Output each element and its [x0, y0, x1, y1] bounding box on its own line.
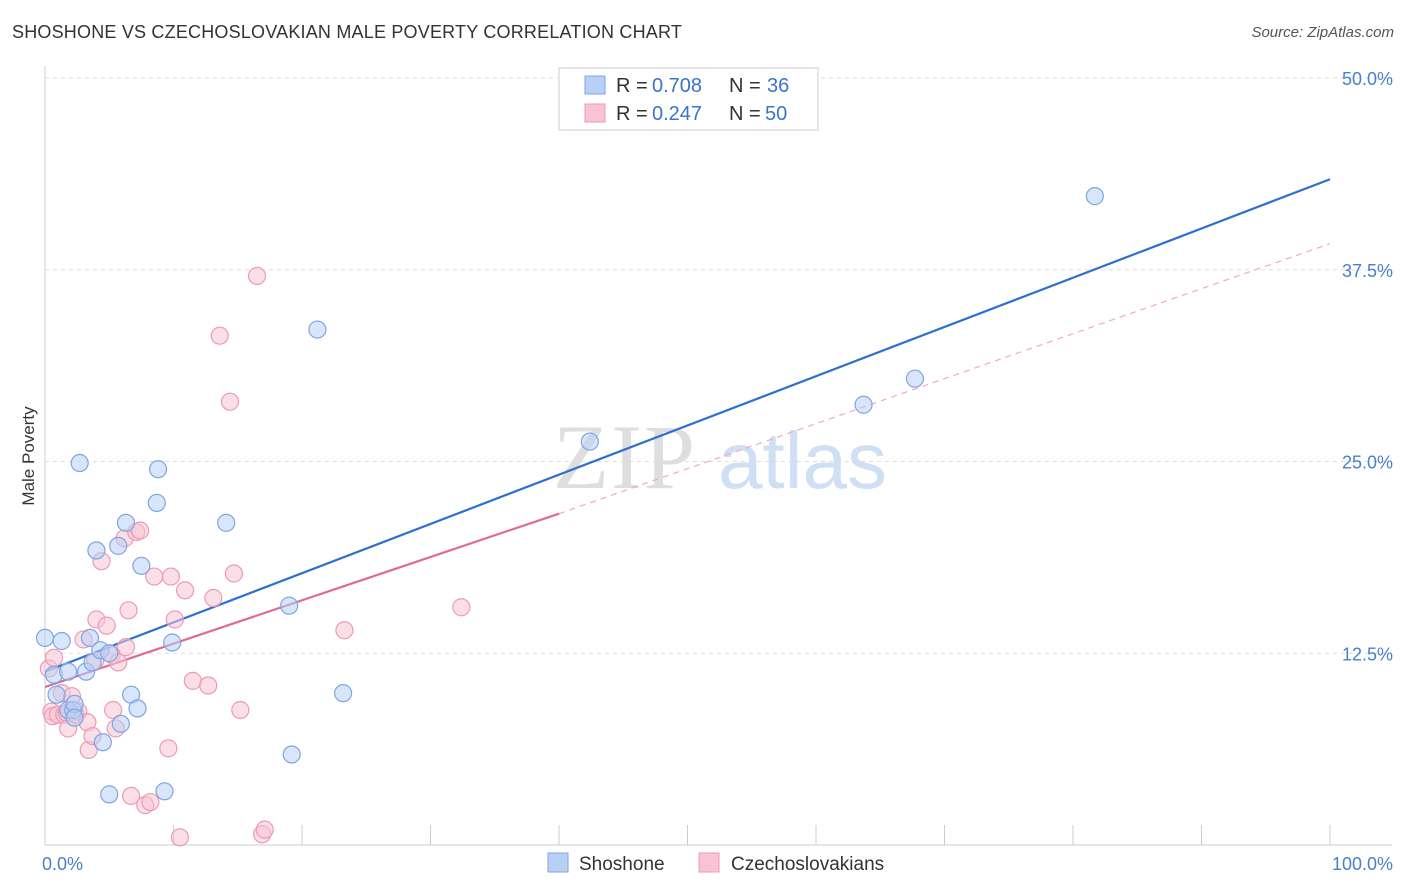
legend-r-label-1: R = [616, 75, 648, 97]
point-shoshone-0 [35, 628, 55, 648]
point-czech-39 [199, 676, 218, 695]
point-czech-47 [255, 820, 274, 839]
legend-n-label-1: N = [729, 75, 761, 97]
point-czech-43 [224, 564, 243, 583]
y-tick-label-0: 12.5% [1342, 644, 1393, 664]
point-shoshone-29 [280, 596, 299, 615]
point-shoshone-18 [109, 536, 128, 555]
legend-r-value-2: 0.247 [652, 103, 702, 125]
legend-swatch-shoshone [584, 75, 606, 95]
point-czech-38 [183, 671, 202, 690]
point-czech-27 [121, 786, 141, 806]
bottom-legend: Shoshone Czechoslovakians [547, 852, 884, 875]
point-shoshone-31 [308, 320, 327, 339]
point-czech-48 [335, 621, 354, 640]
point-shoshone-11 [80, 628, 100, 648]
point-shoshone-13 [87, 541, 106, 560]
point-shoshone-17 [100, 785, 119, 804]
trend-layer [44, 178, 1331, 689]
legend-r-value-1: 0.708 [652, 75, 702, 97]
point-shoshone-33 [580, 432, 599, 451]
point-czech-44 [231, 700, 250, 720]
point-shoshone-22 [128, 699, 147, 718]
point-czech-42 [220, 392, 240, 411]
point-czech-41 [210, 326, 229, 345]
point-czech-36 [170, 828, 190, 847]
trend-line-czech-extension [558, 243, 1331, 515]
legend-box: R = 0.708 N = 36 R = 0.247 N = 50 [558, 67, 819, 131]
legend-swatch-czech [584, 103, 606, 123]
point-czech-37 [175, 581, 195, 600]
legend-n-value-2: 50 [765, 103, 787, 125]
point-shoshone-30 [282, 745, 301, 764]
y-axis-label: Male Poverty [19, 406, 38, 506]
point-shoshone-15 [93, 733, 112, 752]
watermark-atlas: atlas [718, 416, 887, 505]
point-shoshone-19 [111, 714, 130, 733]
point-czech-25 [116, 638, 136, 657]
point-czech-34 [161, 567, 181, 586]
x-tick-label-0: 0.0% [42, 854, 83, 874]
y-tick-label-3: 50.0% [1342, 69, 1393, 89]
point-shoshone-27 [163, 633, 182, 652]
chart-title: SHOSHONE VS CZECHOSLOVAKIAN MALE POVERTY… [12, 22, 683, 42]
legend-n-value-1: 36 [767, 75, 789, 97]
point-czech-19 [97, 616, 116, 635]
point-shoshone-23 [132, 556, 151, 575]
y-tick-label-2: 37.5% [1342, 261, 1393, 281]
point-czech-31 [141, 792, 160, 812]
point-shoshone-3 [52, 631, 71, 651]
trend-line-shoshone [44, 178, 1331, 673]
point-shoshone-36 [1085, 187, 1104, 206]
points-layer [35, 187, 1104, 847]
point-shoshone-34 [854, 395, 873, 414]
grid-layer [45, 77, 1392, 654]
bottom-legend-swatch-czech [698, 852, 720, 873]
point-shoshone-2 [47, 685, 66, 704]
point-czech-29 [130, 521, 150, 540]
point-shoshone-35 [905, 369, 925, 388]
point-shoshone-20 [116, 513, 136, 532]
trend-line-czech [44, 512, 560, 689]
bottom-legend-czech: Czechoslovakians [731, 854, 884, 875]
point-shoshone-16 [100, 644, 119, 663]
source-label: Source: ZipAtlas.com [1251, 24, 1394, 41]
point-shoshone-24 [147, 493, 166, 513]
point-czech-49 [452, 598, 471, 617]
point-shoshone-26 [155, 782, 174, 801]
point-czech-3 [44, 648, 64, 667]
point-czech-33 [159, 739, 178, 758]
point-shoshone-25 [148, 460, 168, 479]
point-czech-40 [204, 588, 223, 608]
point-shoshone-9 [70, 453, 89, 473]
watermark-zip: ZIP [553, 406, 697, 508]
point-shoshone-5 [59, 662, 78, 681]
tick-label-layer: 12.5% 25.0% 37.5% 50.0% 0.0% 100.0% [42, 69, 1393, 874]
point-shoshone-8 [65, 708, 84, 727]
x-tick-label-1: 100.0% [1332, 854, 1393, 874]
bottom-legend-swatch-shoshone [547, 852, 569, 873]
legend-n-label-2: N = [729, 103, 761, 125]
point-czech-26 [119, 601, 138, 620]
point-czech-21 [104, 700, 123, 720]
point-shoshone-28 [217, 513, 236, 532]
point-czech-35 [165, 610, 184, 629]
point-czech-45 [247, 266, 267, 285]
bottom-legend-shoshone: Shoshone [579, 854, 665, 875]
legend-r-label-2: R = [616, 103, 648, 125]
y-tick-label-1: 25.0% [1342, 453, 1393, 473]
point-shoshone-32 [334, 684, 353, 703]
